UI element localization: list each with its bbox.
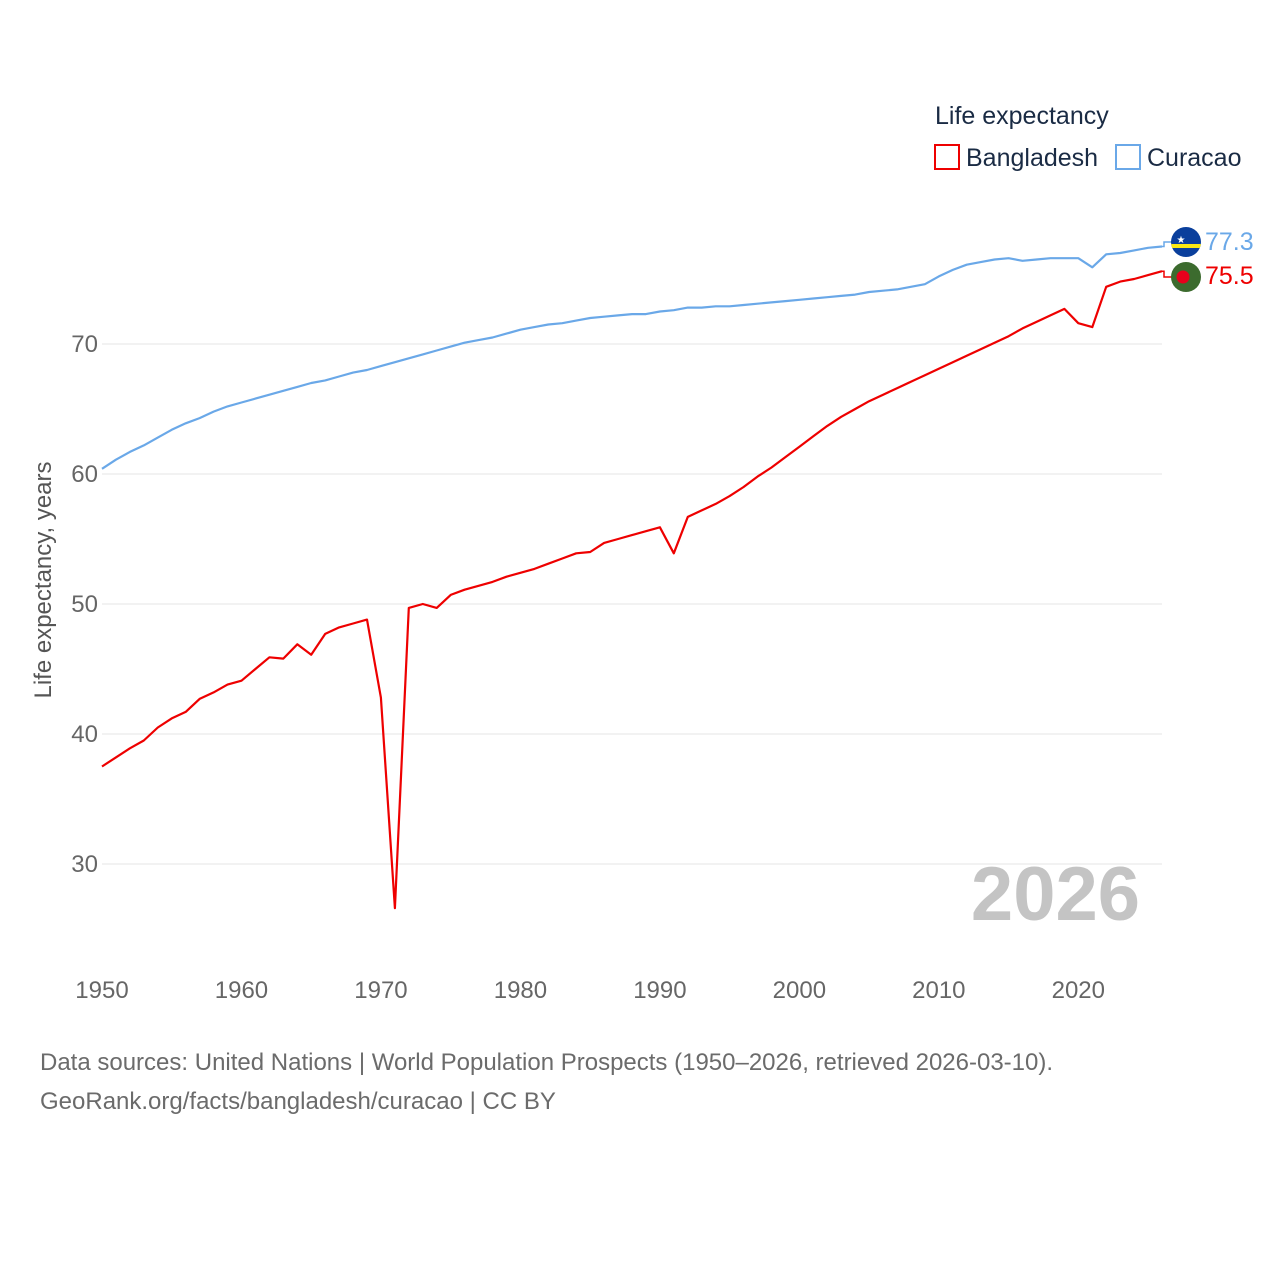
y-tick-label: 50 [71, 591, 98, 618]
legend-label-curacao: Curacao [1147, 144, 1242, 172]
legend: Life expectancy Bangladesh Curacao [934, 102, 1242, 172]
curacao-end-value: 77.3 [1205, 228, 1254, 256]
data-source-note: Data sources: United Nations | World Pop… [40, 1049, 1054, 1076]
legend-title: Life expectancy [935, 102, 1109, 130]
legend-swatch-bangladesh [934, 144, 960, 170]
y-tick-label: 30 [71, 851, 98, 878]
legend-item-bangladesh[interactable]: Bangladesh [934, 144, 1098, 172]
series-line-curacao[interactable] [101, 245, 1163, 470]
y-tick-label: 60 [71, 461, 98, 488]
curacao-flag-icon: ★ [1171, 227, 1201, 257]
x-tick-label: 2020 [1052, 977, 1105, 1004]
x-tick-label: 1970 [354, 977, 407, 1004]
y-axis-title: Life expectancy, years [30, 461, 57, 698]
y-tick-label: 70 [71, 331, 98, 358]
bangladesh-end-value: 75.5 [1205, 262, 1254, 290]
y-tick-label: 40 [71, 721, 98, 748]
year-watermark: 2026 [971, 852, 1140, 937]
x-tick-label: 2010 [912, 977, 965, 1004]
legend-swatch-curacao [1115, 144, 1141, 170]
gridlines [102, 343, 1162, 865]
x-tick-label: 1960 [215, 977, 268, 1004]
svg-text:★: ★ [1177, 235, 1186, 246]
end-connector-curacao [1162, 241, 1172, 248]
life-expectancy-chart: 30 40 50 60 70 1950 1960 1970 1980 1990 2000 2010 2… [30, 102, 1254, 1004]
bangladesh-flag-icon [1171, 262, 1201, 292]
series-line-bangladesh[interactable] [101, 270, 1163, 910]
x-tick-label: 1990 [633, 977, 686, 1004]
y-axis-tick-labels: 30 40 50 60 70 [71, 331, 98, 878]
x-axis-tick-labels: 1950 1960 1970 1980 1990 2000 2010 2020 [75, 977, 1105, 1004]
footer: Data sources: United Nations | World Pop… [40, 1043, 1053, 1121]
end-connector-bangladesh [1162, 270, 1172, 278]
legend-item-curacao[interactable]: Curacao [1115, 144, 1242, 172]
x-tick-label: 1980 [494, 977, 547, 1004]
x-tick-label: 1950 [75, 977, 128, 1004]
x-tick-label: 2000 [773, 977, 826, 1004]
series-lines [101, 241, 1172, 910]
legend-label-bangladesh: Bangladesh [966, 144, 1098, 172]
source-link[interactable]: GeoRank.org/facts/bangladesh/curacao | C… [40, 1088, 556, 1115]
